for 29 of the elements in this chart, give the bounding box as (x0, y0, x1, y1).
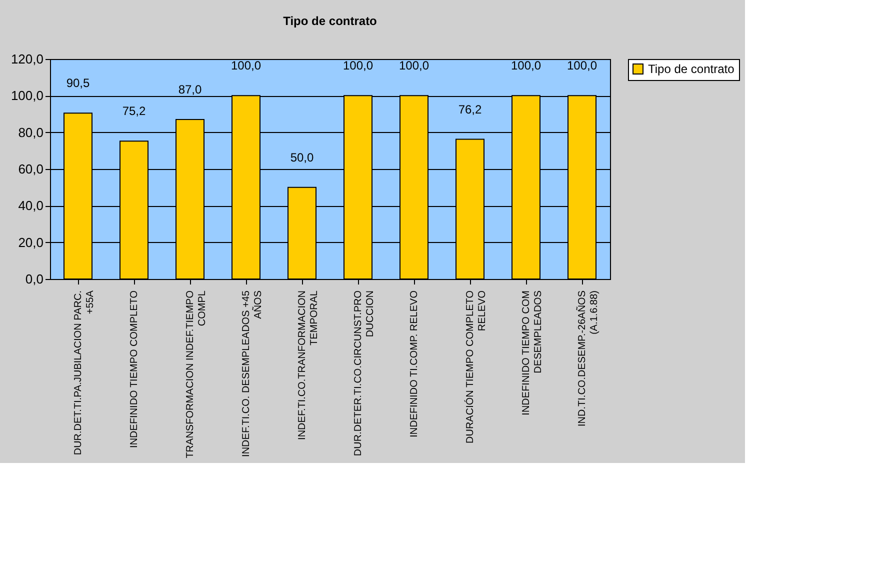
x-tick-label: INDEFINIDO TI.COMP. RELEVO (409, 290, 420, 438)
data-label: 75,2 (122, 104, 146, 118)
chart-title: Tipo de contrato (283, 14, 377, 28)
y-tick-label: 100,0 (10, 88, 44, 104)
data-label: 76,2 (458, 102, 482, 116)
x-tick-label: DUR.DETER.TI.CO.CIRCUNST.PRO DUCCION (353, 290, 376, 456)
data-label: 100,0 (566, 58, 598, 73)
y-tick-label: 40,0 (18, 198, 44, 214)
x-tick-label: IND.TI.CO.DESEMP.-26AÑOS (A.1.6.88) (576, 290, 600, 426)
x-tick-label: DURACIÓN TIEMPO COMPLETO RELEVO (464, 290, 488, 444)
data-label: 100,0 (230, 58, 262, 73)
data-label: 90,5 (66, 76, 90, 90)
y-tick-label: 20,0 (18, 234, 44, 250)
data-label: 100,0 (510, 58, 542, 73)
x-tick-label: INDEFINIDO TIEMPO COM DESEMPLEADOS (521, 290, 544, 416)
data-label: 100,0 (398, 58, 430, 73)
x-tick-label: INDEF.TI.CO.TRANFORMACION TEMPORAL (297, 290, 320, 440)
x-tick-label: INDEF.TI.CO. DESEMPLEADOS +45 AÑOS (241, 290, 264, 457)
data-label: 100,0 (342, 58, 374, 73)
legend-label: Tipo de contrato (648, 62, 735, 76)
data-label: 50,0 (290, 150, 314, 164)
x-tick-label: DUR.DET.TI.PA.JUBILACION PARC. +55A (73, 290, 96, 456)
y-tick-label: 0,0 (25, 272, 44, 286)
y-tick-label: 80,0 (18, 124, 44, 140)
x-tick-label: INDEFINIDO TIEMPO COMPLETO (129, 290, 140, 448)
data-label: 87,0 (178, 82, 202, 96)
x-tick-label: TRANSFORMACION INDEF.TIEMPO COMPL (185, 290, 208, 458)
y-tick-label: 120,0 (10, 52, 44, 66)
y-tick-label: 60,0 (18, 162, 44, 176)
